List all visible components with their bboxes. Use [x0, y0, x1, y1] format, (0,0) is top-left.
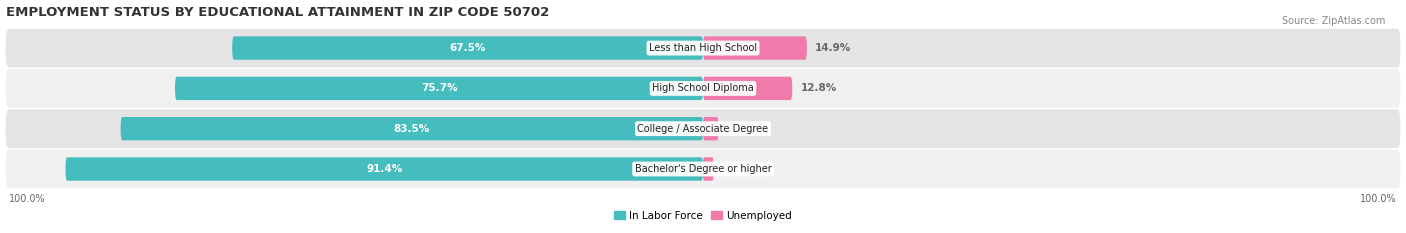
- FancyBboxPatch shape: [232, 36, 703, 60]
- Text: College / Associate Degree: College / Associate Degree: [637, 124, 769, 134]
- FancyBboxPatch shape: [121, 117, 703, 140]
- FancyBboxPatch shape: [6, 29, 1400, 67]
- FancyBboxPatch shape: [703, 36, 807, 60]
- FancyBboxPatch shape: [66, 157, 703, 181]
- Text: 0.0%: 0.0%: [721, 164, 751, 174]
- Text: 2.2%: 2.2%: [727, 124, 755, 134]
- Text: 12.8%: 12.8%: [800, 83, 837, 93]
- FancyBboxPatch shape: [174, 77, 703, 100]
- FancyBboxPatch shape: [6, 69, 1400, 108]
- FancyBboxPatch shape: [703, 117, 718, 140]
- Text: EMPLOYMENT STATUS BY EDUCATIONAL ATTAINMENT IN ZIP CODE 50702: EMPLOYMENT STATUS BY EDUCATIONAL ATTAINM…: [6, 6, 548, 19]
- Text: 14.9%: 14.9%: [815, 43, 852, 53]
- Text: Less than High School: Less than High School: [650, 43, 756, 53]
- Text: Source: ZipAtlas.com: Source: ZipAtlas.com: [1281, 16, 1385, 26]
- Legend: In Labor Force, Unemployed: In Labor Force, Unemployed: [610, 207, 796, 225]
- Text: 100.0%: 100.0%: [8, 194, 45, 204]
- FancyBboxPatch shape: [6, 109, 1400, 148]
- FancyBboxPatch shape: [703, 77, 792, 100]
- Text: 67.5%: 67.5%: [450, 43, 486, 53]
- FancyBboxPatch shape: [703, 157, 713, 181]
- Text: 100.0%: 100.0%: [1361, 194, 1398, 204]
- Text: 83.5%: 83.5%: [394, 124, 430, 134]
- Text: Bachelor's Degree or higher: Bachelor's Degree or higher: [634, 164, 772, 174]
- Text: 91.4%: 91.4%: [366, 164, 402, 174]
- FancyBboxPatch shape: [6, 150, 1400, 188]
- Text: High School Diploma: High School Diploma: [652, 83, 754, 93]
- Text: 75.7%: 75.7%: [420, 83, 457, 93]
